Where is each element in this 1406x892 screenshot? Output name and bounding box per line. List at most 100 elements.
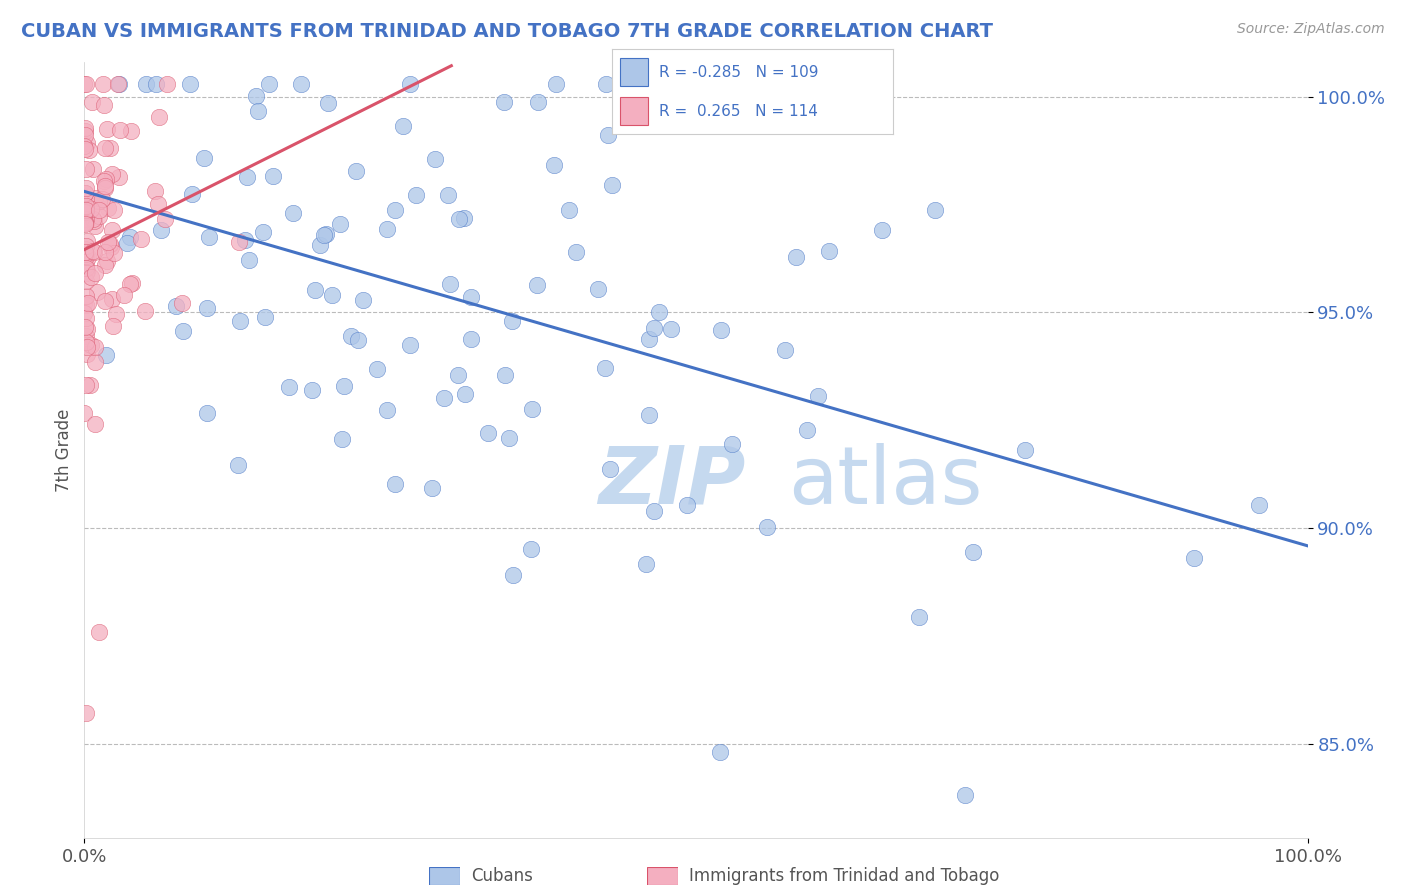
Point [527,95,550,109]
Point [82,244,104,258]
Point [75,258,97,272]
Point [75,274,97,288]
Point [84,417,107,431]
Point [135,77,157,91]
Point [449,212,471,227]
Point [73,247,96,261]
Point [344,164,367,178]
Point [105,307,128,321]
Point [352,293,374,308]
Point [422,482,444,496]
Point [198,229,221,244]
Point [143,185,166,199]
Point [447,368,470,382]
Point [398,77,420,91]
Point [870,223,893,237]
Point [148,110,170,124]
Point [638,409,661,423]
Point [75,378,97,392]
Point [1247,498,1270,512]
Point [565,245,588,260]
Point [101,292,124,306]
Point [602,178,624,192]
Point [253,310,276,324]
Point [75,162,97,177]
Point [77,144,100,158]
Point [75,128,97,142]
Point [229,314,252,328]
Point [83,266,105,280]
Point [91,77,114,91]
Point [93,97,115,112]
Point [636,557,658,571]
Point [599,462,621,476]
Point [433,391,456,405]
Point [252,225,274,239]
Point [329,217,352,231]
Point [79,202,101,217]
Point [290,77,312,91]
Point [520,542,543,557]
Point [77,250,100,264]
Point [309,237,332,252]
Point [80,269,103,284]
Point [593,361,616,376]
Point [134,304,156,318]
Point [120,277,142,292]
Point [100,167,122,181]
Point [520,402,543,417]
Point [399,338,422,352]
Point [75,214,97,228]
Point [156,77,179,91]
Point [558,202,581,217]
Point [477,425,499,440]
Point [195,406,218,420]
Point [546,77,568,91]
Point [75,215,97,229]
Point [96,254,118,268]
Point [103,245,125,260]
Point [82,211,104,226]
Point [129,232,152,246]
Point [460,290,482,304]
Point [228,235,250,249]
Text: R =  0.265   N = 114: R = 0.265 N = 114 [659,103,818,119]
Point [643,504,665,518]
Point [76,346,98,360]
Point [75,245,97,260]
Point [100,240,122,254]
Point [437,187,460,202]
Point [454,387,477,401]
Point [73,143,96,157]
Point [94,293,117,308]
Point [83,244,105,259]
Point [75,186,97,200]
Point [245,89,267,103]
Point [75,334,97,349]
Point [76,264,98,278]
Point [262,169,284,183]
Point [283,206,305,220]
Point [73,407,96,421]
Point [423,153,446,167]
Point [648,305,671,319]
Point [73,306,96,320]
Point [588,282,610,296]
Point [193,152,215,166]
Point [366,362,388,376]
Point [84,341,107,355]
Point [97,235,120,249]
Point [638,332,661,346]
Text: atlas: atlas [787,442,981,521]
Point [84,191,107,205]
Point [73,205,96,219]
Point [75,77,97,91]
Point [75,181,97,195]
Point [756,520,779,534]
Bar [620,58,648,87]
Point [79,338,101,352]
Point [710,323,733,337]
Point [595,77,617,91]
Point [73,120,96,135]
Point [75,298,97,312]
